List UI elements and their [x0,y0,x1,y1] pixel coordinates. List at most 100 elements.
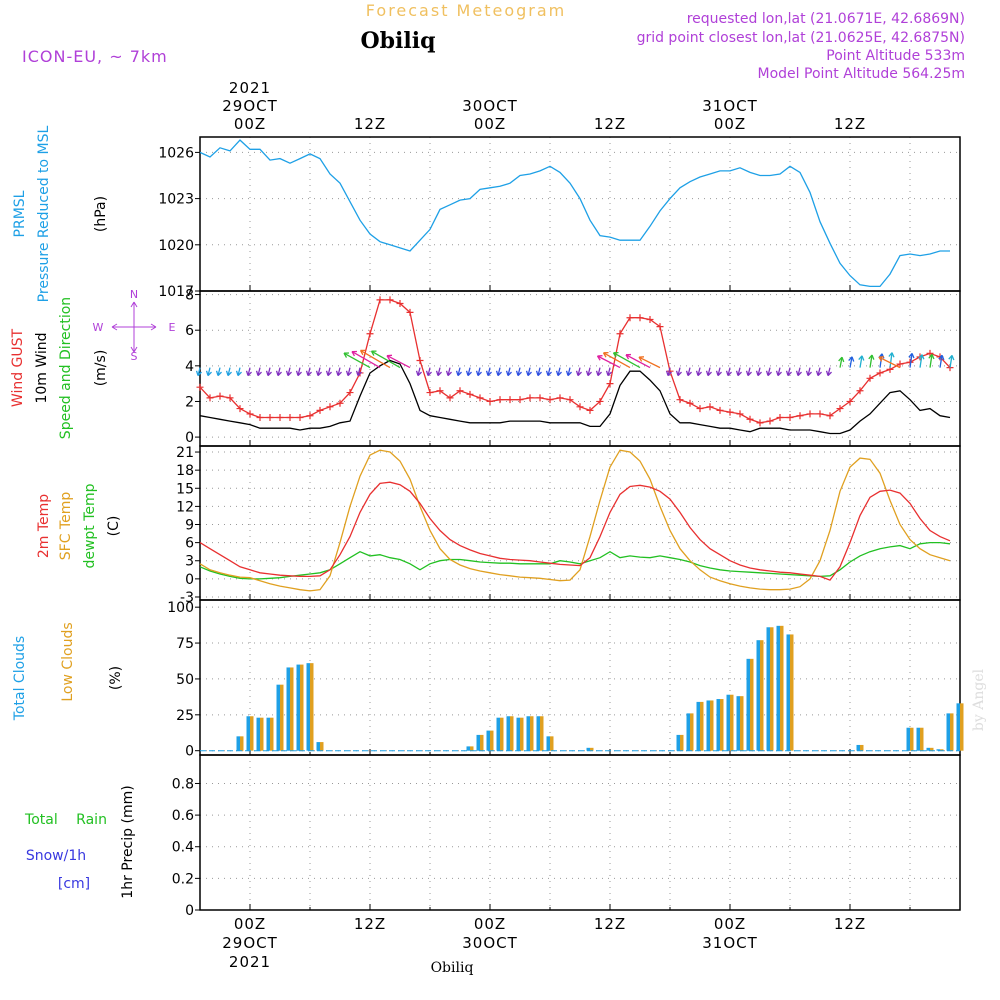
wind-arrowhead [335,370,342,377]
wind-arrowhead [565,370,572,377]
gust-marker [686,399,694,407]
bottom-time-label: 12Z [834,915,866,933]
bar-total-clouds [686,713,690,751]
wind-arrowhead [265,370,272,377]
bar-low-clouds [530,716,534,751]
wind-arrow [197,367,201,376]
gust-marker [396,299,404,307]
gust-marker [616,330,624,338]
wind-arrowhead [455,370,462,377]
wind-arrowhead [195,370,202,377]
compass-w: W [93,321,104,334]
panel-5: 0 0.2 0.4 0.6 0.8 Total Rain Snow/1h [cm] 1hr Pr… [24,754,961,919]
wind-arrowhead [715,370,722,377]
wind-arrowhead [848,356,855,362]
gust-marker [256,413,264,421]
top-time-label: 30OCT [462,97,518,115]
bar-low-clouds [240,736,244,751]
ylabel-prmsl: PRMSL [12,190,28,237]
bar-total-clouds [746,658,750,751]
gust-marker [206,394,214,402]
wind-arrowhead [685,370,692,377]
y-tick-label: 0.6 [172,808,194,824]
y-tick-label: 12 [176,499,194,515]
ylabel-total-clouds: Total Clouds [12,636,28,721]
wind-arrow [587,367,591,376]
wind-arrow [386,355,411,369]
wind-arrow [557,367,561,376]
bar-low-clouds [590,747,594,751]
wind-arrowhead [705,370,712,377]
wind-arrow [497,367,501,376]
gust-marker [196,383,204,391]
wind-arrowhead [775,370,782,377]
model-altitude: Model Point Altitude 564.25m [758,66,965,82]
gust-marker [296,413,304,421]
compass-e: E [169,321,176,334]
wind-arrowhead [225,370,232,377]
bar-low-clouds [860,744,864,751]
watermark: by Angel [971,668,987,731]
gust-marker [316,406,324,414]
panel-2: 0 2 4 6 8 Wind GUST 10m Wind Speed and Directio… [10,288,961,447]
wind-arrow [507,367,511,376]
gust-marker [846,397,854,405]
ylabel-low-clouds: Low Clouds [60,622,76,701]
wind-arrow [337,367,341,376]
wind-arrow [677,367,681,376]
wind-arrow [227,367,231,376]
bar-low-clouds [940,749,944,751]
bar-low-clouds [920,727,924,751]
wind-arrowhead [888,352,895,358]
ylabel-speed-dir: Speed and Direction [58,297,74,439]
wind-arrow [307,367,311,376]
gust-marker [526,394,534,402]
bar-total-clouds [306,663,310,751]
wind-arrow [787,367,791,376]
bar-total-clouds [776,625,780,751]
bar-total-clouds [676,734,680,751]
wind-arrowhead [445,370,452,377]
wind-arrow [757,367,761,376]
bar-low-clouds [740,696,744,751]
compass-s: S [131,350,138,363]
wind-arrowhead [595,370,602,377]
y-tick-label: 4 [185,359,194,375]
gust-marker [756,419,764,427]
bar-total-clouds [716,699,720,751]
bottom-time-label: 00Z [234,915,266,933]
bar-low-clouds [720,699,724,751]
bottom-time-label: 31OCT [702,934,758,952]
bar-total-clouds [316,742,320,751]
wind-arrowhead [928,353,935,360]
wind-arrow [929,354,933,368]
wind-arrowhead [359,349,366,356]
wind-arrowhead [205,370,212,377]
panel-1: 1017 1020 1023 1026 PRMSL Pressure Reduced to… [12,125,961,302]
wind-arrow [737,367,741,376]
gust-marker [546,396,554,404]
y-tick-label: 0 [185,744,194,760]
wind-arrowhead [415,370,422,377]
wind-arrowhead [315,370,322,377]
gust-marker [236,405,244,413]
wind-arrow [277,367,281,376]
series-prmsl [199,139,950,288]
y-tick-label: 3 [185,554,194,570]
wind-arrow [777,367,781,376]
y-tick-label: 0.8 [172,776,194,792]
wind-arrowhead [343,352,350,358]
bar-total-clouds [906,727,910,751]
bar-low-clouds [320,742,324,751]
gust-marker [566,396,574,404]
gust-marker [896,360,904,368]
wind-arrow [707,367,711,376]
ylabel-gust: Wind GUST [10,328,26,407]
wind-arrowhead [838,356,845,363]
bar-total-clouds [486,730,490,751]
wind-arrow [317,367,321,376]
bar-low-clouds [260,717,264,751]
panel-4: 0 25 50 75 100 Total Clouds Low Clouds (%) [12,599,964,760]
